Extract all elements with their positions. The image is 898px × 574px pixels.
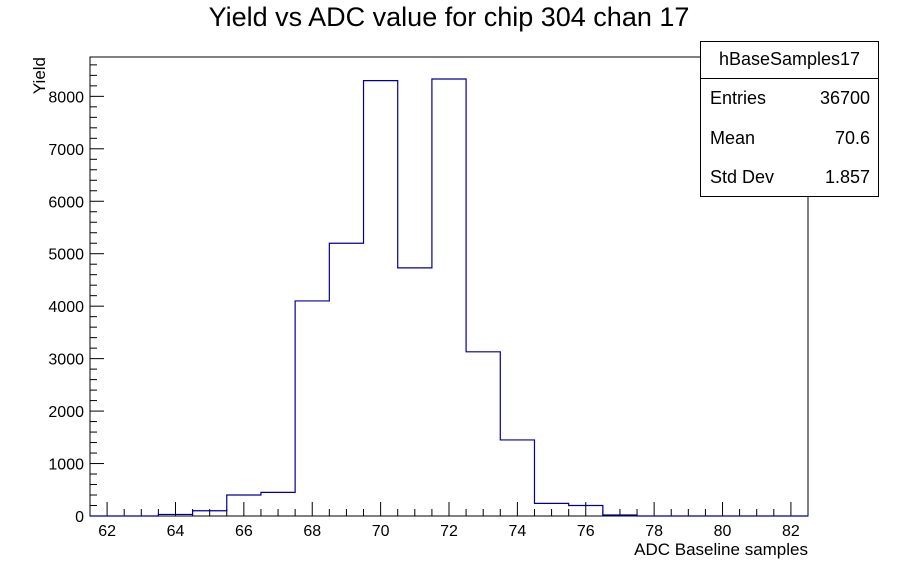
- stats-box: hBaseSamples17 Entries 36700 Mean 70.6 S…: [700, 41, 879, 197]
- y-tick-label: 5000: [48, 247, 84, 264]
- stats-value: 36700: [819, 88, 870, 108]
- histogram-series-line: [90, 78, 808, 517]
- x-tick-label: 70: [372, 523, 390, 540]
- x-tick-label: 72: [440, 523, 458, 540]
- y-tick-label: 1000: [48, 457, 84, 474]
- y-axis-tick-labels: 0 1000 2000 3000 4000 5000 6000 7000 8000: [48, 89, 84, 526]
- y-tick-label: 4000: [48, 299, 84, 316]
- y-tick-label: 0: [75, 509, 84, 526]
- y-axis-ticks: [90, 64, 104, 517]
- y-tick-label: 7000: [48, 142, 84, 159]
- y-tick-label: 3000: [48, 352, 84, 369]
- x-tick-label: 74: [508, 523, 526, 540]
- y-axis-title: Yield: [30, 57, 49, 94]
- stats-row-mean: Mean 70.6: [701, 119, 878, 159]
- x-tick-label: 82: [782, 523, 800, 540]
- x-tick-label: 78: [645, 523, 663, 540]
- y-tick-label: 8000: [48, 89, 84, 106]
- y-tick-label: 2000: [48, 404, 84, 421]
- x-tick-label: 80: [714, 523, 732, 540]
- chart-title: Yield vs ADC value for chip 304 chan 17: [208, 2, 690, 32]
- stats-label: Mean: [710, 127, 756, 148]
- x-tick-label: 76: [577, 523, 595, 540]
- stats-row-entries: Entries 36700: [701, 79, 878, 119]
- y-tick-label: 6000: [48, 194, 84, 211]
- stats-value: 1.857: [824, 167, 870, 187]
- stats-row-std-dev: Std Dev 1.857: [701, 158, 878, 198]
- stats-label: Std Dev: [710, 167, 775, 187]
- x-tick-label: 68: [303, 523, 321, 540]
- x-axis-ticks: [106, 502, 792, 516]
- x-tick-label: 66: [235, 523, 253, 540]
- stats-label: Entries: [710, 88, 767, 108]
- stats-value: 70.6: [834, 127, 870, 148]
- x-axis-tick-labels: 62 64 66 68 70 72 74 76 78 80 82: [98, 523, 800, 540]
- x-tick-label: 62: [98, 523, 116, 540]
- x-axis-title: ADC Baseline samples: [634, 540, 808, 559]
- stats-box-title: hBaseSamples17: [701, 42, 878, 79]
- x-tick-label: 64: [167, 523, 185, 540]
